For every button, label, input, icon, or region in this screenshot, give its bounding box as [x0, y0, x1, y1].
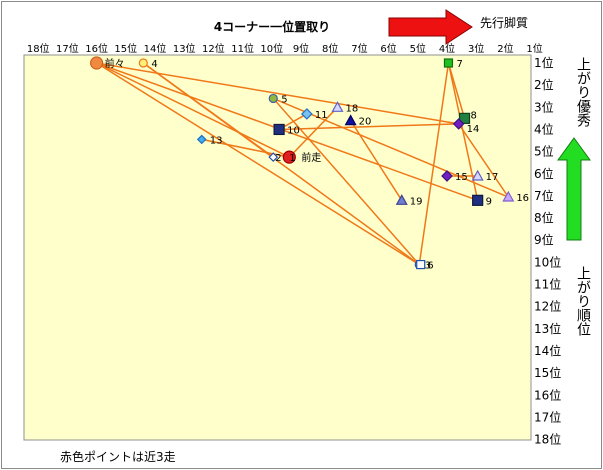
data-point-marker [196, 134, 207, 145]
data-point-marker [416, 259, 426, 270]
data-point-label: 5 [281, 94, 287, 105]
data-point-marker [268, 93, 278, 104]
data-point-label: 15 [455, 172, 468, 183]
x-tick-label: 13位 [173, 42, 196, 55]
data-point-label: 20 [359, 117, 372, 128]
x-tick-label: 18位 [27, 42, 50, 55]
x-tick-label: 5位 [410, 42, 426, 55]
data-point-label: 11 [315, 110, 328, 121]
connector-line [272, 97, 509, 198]
data-point-label: 2 [275, 153, 281, 164]
data-point-marker [458, 112, 471, 124]
x-tick-label: 7位 [351, 42, 367, 55]
x-tick-label: 6位 [380, 42, 396, 55]
y-tick-label: 6位 [534, 166, 554, 181]
x-tick-label: 15位 [114, 42, 137, 55]
x-axis-label-right: 先行脚質 [480, 15, 528, 30]
plot-area [23, 54, 532, 441]
connector-line [96, 62, 290, 158]
y-tick-label: 16位 [534, 387, 561, 402]
y-tick-label: 2位 [534, 77, 554, 92]
y-axis-label-top: 上がり優秀 [575, 57, 591, 128]
data-point-label: 9 [486, 196, 492, 207]
y-tick-label: 10位 [534, 254, 561, 269]
data-point-marker [273, 123, 285, 136]
data-point-label: 16 [516, 193, 529, 204]
x-tick-label: 10位 [260, 42, 283, 55]
y-tick-label: 13位 [534, 321, 561, 336]
connector-line [350, 120, 403, 201]
x-tick-label: 14位 [144, 42, 167, 55]
y-tick-label: 5位 [534, 144, 554, 159]
y-tick-label: 11位 [534, 277, 561, 292]
up-arrow-icon [557, 137, 591, 241]
x-tick-label: 3位 [468, 42, 484, 55]
y-tick-label: 8位 [534, 210, 554, 225]
data-point-marker [138, 58, 148, 68]
data-point-marker [441, 170, 453, 182]
data-point-label: 14 [467, 124, 480, 135]
data-point-marker [472, 194, 484, 206]
data-point-marker [300, 108, 313, 120]
connector-line [288, 106, 339, 158]
data-point-label: 6 [427, 261, 433, 272]
y-tick-label: 14位 [534, 343, 561, 358]
y-tick-label: 15位 [534, 365, 561, 380]
data-point-marker [331, 101, 344, 112]
x-tick-label: 8位 [322, 42, 338, 55]
x-tick-label: 9位 [293, 42, 309, 55]
connector-line [418, 62, 450, 265]
chart-note: 赤色ポイントは近3走 [60, 450, 176, 464]
y-tick-label: 7位 [534, 188, 554, 203]
y-tick-label: 18位 [534, 432, 561, 447]
x-tick-label: 16位 [85, 42, 108, 55]
connector-line [458, 123, 509, 198]
y-tick-label: 9位 [534, 232, 554, 247]
data-point-label: 18 [346, 103, 359, 114]
data-point-label: 4 [151, 59, 157, 70]
data-point-marker [268, 152, 279, 162]
data-point-label: 8 [471, 110, 477, 121]
data-point-label: 17 [486, 172, 499, 183]
x-tick-label: 2位 [497, 42, 513, 55]
connector-line [279, 123, 459, 131]
connector-line [272, 97, 420, 266]
data-point-marker [502, 190, 515, 202]
y-axis-label-bottom: 上がり順位 [575, 266, 591, 336]
connector-line [96, 62, 478, 202]
data-point-marker [344, 114, 357, 126]
y-tick-label: 4位 [534, 121, 554, 136]
data-point-label: 10 [287, 125, 300, 136]
x-tick-label: 4位 [439, 42, 455, 55]
connector-line [142, 62, 420, 266]
forward-arrow-icon [388, 9, 473, 45]
data-point-marker [89, 56, 104, 70]
y-tick-label: 1位 [534, 55, 554, 70]
data-point-marker [452, 118, 465, 130]
y-tick-label: 12位 [534, 299, 561, 314]
data-point-label: 前々 [105, 57, 125, 70]
data-point-label: 19 [410, 196, 423, 207]
x-tick-label: 1位 [526, 42, 542, 55]
y-tick-label: 3位 [534, 99, 554, 114]
data-point-label: 3 [425, 261, 431, 272]
x-tick-label: 11位 [231, 42, 254, 55]
connector-line [96, 62, 420, 266]
data-point-label: 前走 [301, 151, 321, 164]
y-tick-label: 17位 [534, 409, 561, 424]
data-point-label: 7 [456, 59, 462, 70]
data-point-marker [282, 150, 296, 164]
data-point-marker [395, 194, 408, 205]
data-point-label: 13 [210, 135, 223, 146]
data-point-label: 1 [289, 153, 295, 164]
chart-title: 4コーナー一位置取り [214, 19, 330, 34]
data-point-marker [443, 58, 454, 68]
x-tick-label: 12位 [202, 42, 225, 55]
x-tick-label: 17位 [56, 42, 79, 55]
data-point-marker [471, 169, 484, 181]
